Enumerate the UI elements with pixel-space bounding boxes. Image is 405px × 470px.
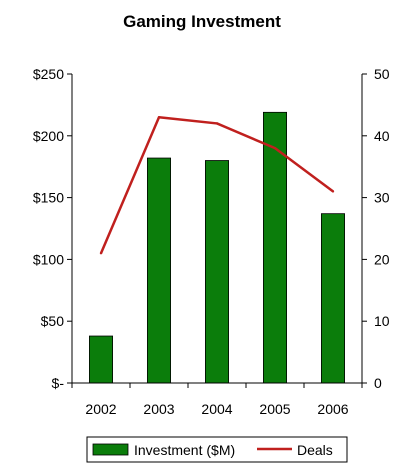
y-right-tick-label: 20 bbox=[374, 251, 390, 267]
plot-area: $- $50 $100 $150 $200 $250 0 10 20 30 40 50 2002 2003… bbox=[33, 66, 390, 417]
y-right-tick-label: 0 bbox=[374, 375, 382, 391]
bar-2006 bbox=[320, 213, 345, 384]
y-left-tick-label: $200 bbox=[33, 128, 64, 144]
y-left-tick-label: $250 bbox=[33, 66, 64, 82]
y-right-tick-label: 40 bbox=[374, 128, 390, 144]
x-tick-label: 2003 bbox=[143, 401, 174, 417]
x-tick-label: 2004 bbox=[201, 401, 232, 417]
y-right-tick-label: 30 bbox=[374, 190, 390, 206]
point-deals-2004 bbox=[215, 122, 219, 125]
bar-2002 bbox=[89, 335, 114, 384]
legend-swatch-investment bbox=[92, 443, 129, 456]
point-deals-2006 bbox=[331, 190, 335, 193]
x-tick-label: 2002 bbox=[85, 401, 116, 417]
y-right-tick-label: 10 bbox=[374, 313, 390, 329]
y-right-tick-label: 50 bbox=[374, 66, 390, 82]
bar-2004 bbox=[204, 160, 229, 384]
y-left-tick-label: $50 bbox=[41, 313, 65, 329]
point-deals-2005 bbox=[273, 146, 277, 150]
x-tick-label: 2005 bbox=[259, 401, 290, 417]
y-left-tick-label: $150 bbox=[33, 190, 64, 206]
legend-label-investment: Investment ($M) bbox=[134, 442, 235, 458]
bar-2003 bbox=[146, 157, 171, 384]
chart-title: Gaming Investment bbox=[123, 12, 281, 31]
y-left-tick-label: $100 bbox=[33, 251, 64, 267]
legend: Investment ($M) Deals bbox=[86, 436, 348, 463]
point-deals-2003 bbox=[157, 116, 161, 119]
point-deals-2002 bbox=[99, 252, 103, 255]
legend-box bbox=[86, 436, 348, 463]
legend-label-deals: Deals bbox=[297, 442, 333, 458]
x-tick-label: 2006 bbox=[317, 401, 348, 417]
y-left-tick-label: $- bbox=[52, 375, 65, 391]
